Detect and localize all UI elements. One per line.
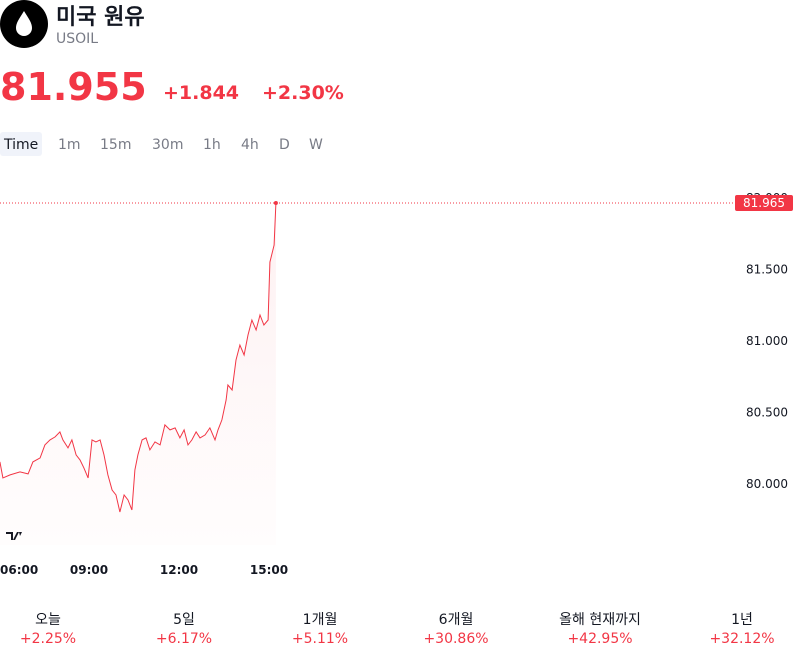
- drop-icon: [16, 11, 32, 36]
- symbol: USOIL: [56, 31, 98, 47]
- last-point: [273, 201, 278, 206]
- performance-label[interactable]: 올해 현재까지: [559, 612, 641, 628]
- x-tick-label: 06:00: [0, 563, 38, 577]
- y-tick-label: 80.500: [746, 405, 788, 419]
- active-tab-bg: [0, 132, 42, 156]
- change: +1.844: [163, 82, 239, 104]
- line-area: [0, 203, 276, 545]
- performance-value[interactable]: +42.95%: [567, 631, 632, 647]
- performance-value[interactable]: +30.86%: [423, 631, 488, 647]
- performance-value[interactable]: +6.17%: [156, 631, 212, 647]
- performance-value[interactable]: +5.11%: [292, 631, 348, 647]
- performance-label[interactable]: 6개월: [439, 612, 474, 628]
- price: 81.955: [0, 65, 147, 109]
- performance-label[interactable]: 오늘: [35, 612, 61, 628]
- timeframe-tab[interactable]: 1m: [58, 137, 81, 153]
- y-tick-label: 80.000: [746, 477, 788, 491]
- timeframe-tab[interactable]: W: [309, 137, 323, 153]
- timeframe-tab[interactable]: 15m: [100, 137, 131, 153]
- performance-value[interactable]: +32.12%: [709, 631, 774, 647]
- performance-label[interactable]: 1개월: [303, 612, 338, 628]
- performance-label[interactable]: 1년: [731, 612, 753, 628]
- x-tick-label: 15:00: [250, 563, 288, 577]
- timeframe-tab[interactable]: 30m: [152, 137, 183, 153]
- timeframe-tab[interactable]: 1h: [203, 137, 221, 153]
- performance-label[interactable]: 5일: [173, 612, 195, 628]
- last-price-label: 81.965: [743, 196, 785, 210]
- x-tick-label: 09:00: [70, 563, 108, 577]
- timeframe-tab[interactable]: Time: [3, 137, 38, 153]
- x-tick-label: 12:00: [160, 563, 198, 577]
- change-percent: +2.30%: [262, 82, 344, 104]
- y-tick-label: 81.500: [746, 262, 788, 276]
- last-price-badge: [735, 195, 793, 212]
- y-tick-label: 81.000: [746, 334, 788, 348]
- timeframe-tab[interactable]: D: [279, 137, 290, 153]
- timeframe-tab[interactable]: 4h: [241, 137, 259, 153]
- title: 미국 원유: [56, 5, 145, 30]
- line: [0, 202, 277, 513]
- performance-value[interactable]: +2.25%: [20, 631, 76, 647]
